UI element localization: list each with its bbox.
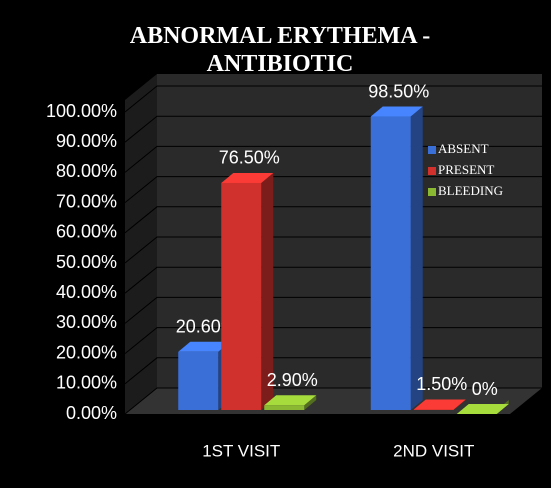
legend-label: PRESENT bbox=[438, 162, 494, 177]
y-tick-label: 0.00% bbox=[66, 403, 117, 423]
legend-swatch bbox=[428, 188, 436, 196]
chart-title: ABNORMAL ERYTHEMA - ANTIBIOTIC bbox=[129, 23, 431, 77]
bar-top bbox=[370, 106, 423, 117]
legend-label: BLEEDING bbox=[438, 183, 503, 198]
back-wall bbox=[157, 74, 542, 388]
value-label: 1.50% bbox=[416, 374, 467, 394]
value-label: 2.90% bbox=[267, 370, 318, 390]
y-tick-label: 40.00% bbox=[56, 282, 117, 302]
bar bbox=[413, 409, 454, 410]
bar-side bbox=[453, 399, 466, 410]
value-label: 98.50% bbox=[368, 81, 429, 101]
value-label: 0% bbox=[472, 379, 498, 399]
bar-top bbox=[264, 395, 317, 406]
y-tick-label: 20.00% bbox=[56, 342, 117, 362]
y-tick-label: 70.00% bbox=[56, 191, 117, 211]
bar-side bbox=[261, 172, 274, 410]
side-wall bbox=[125, 74, 157, 414]
y-tick-label: 80.00% bbox=[56, 161, 117, 181]
y-tick-label: 30.00% bbox=[56, 312, 117, 332]
y-tick-label: 100.00% bbox=[46, 101, 117, 121]
legend-swatch bbox=[428, 167, 436, 175]
y-tick-label: 60.00% bbox=[56, 222, 117, 242]
bar-top bbox=[221, 172, 274, 183]
bar-side bbox=[410, 106, 423, 410]
y-tick-label: 50.00% bbox=[56, 252, 117, 272]
y-tick-label: 90.00% bbox=[56, 131, 117, 151]
x-tick-label: 1ST VISIT bbox=[202, 441, 280, 460]
value-label: 76.50% bbox=[219, 148, 280, 168]
bar bbox=[221, 182, 262, 410]
y-tick-label: 10.00% bbox=[56, 373, 117, 393]
bar bbox=[370, 116, 411, 410]
bar-side bbox=[304, 395, 317, 410]
legend-swatch bbox=[428, 146, 436, 154]
bar-top bbox=[456, 404, 509, 414]
grid-line bbox=[124, 85, 542, 113]
x-tick-label: 2ND VISIT bbox=[393, 441, 474, 460]
bar-top bbox=[413, 399, 466, 410]
bar-top bbox=[178, 341, 231, 352]
bar bbox=[264, 405, 305, 410]
legend-label: ABSENT bbox=[438, 141, 489, 156]
bar bbox=[178, 351, 219, 410]
